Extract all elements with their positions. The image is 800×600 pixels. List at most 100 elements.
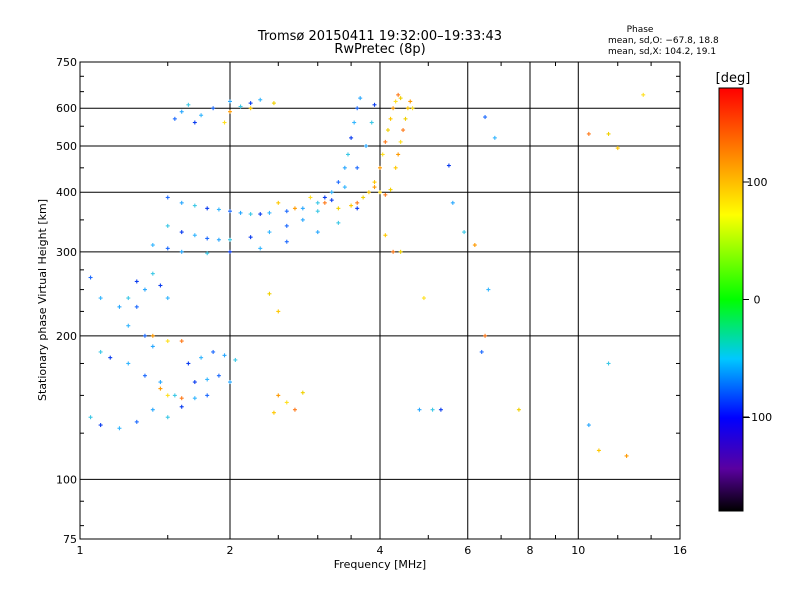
data-point-x	[179, 339, 184, 344]
plot-area	[79, 61, 681, 540]
data-point-o	[179, 200, 184, 205]
data-point-o	[88, 415, 93, 420]
data-point-x	[383, 139, 388, 144]
data-point-x	[165, 393, 170, 398]
data-point-o	[336, 180, 341, 185]
data-point-x	[385, 128, 390, 133]
data-point-o	[126, 323, 131, 328]
data-point-o	[233, 357, 238, 362]
y-tick-label: 200	[56, 330, 77, 343]
data-point-x	[276, 309, 281, 314]
y-axis-label: Stationary phase Virtual Height [km]	[36, 199, 49, 401]
x-axis-label: Frequency [MHz]	[334, 558, 426, 571]
data-point-x	[372, 180, 377, 185]
chart-title: Tromsø 20150411 19:32:00–19:33:43	[257, 29, 502, 44]
x-tick-label: 6	[464, 544, 471, 557]
data-point-x	[349, 203, 354, 208]
data-point-o	[238, 104, 243, 109]
data-point-o	[322, 195, 327, 200]
data-point-o	[352, 120, 357, 125]
data-point-x	[624, 453, 629, 458]
data-point-x	[248, 106, 253, 111]
data-point-o	[192, 380, 197, 385]
data-point-o	[315, 230, 320, 235]
data-point-o	[192, 203, 197, 208]
data-point-o	[284, 223, 289, 228]
data-point-x	[271, 410, 276, 415]
x-tick-label: 4	[377, 544, 384, 557]
data-point-x	[391, 106, 396, 111]
data-point-x	[398, 249, 403, 254]
data-point-o	[211, 349, 216, 354]
data-point-o	[179, 404, 184, 409]
data-point-o	[126, 296, 131, 301]
data-point-x	[403, 116, 408, 121]
data-point-o	[315, 209, 320, 214]
data-point-o	[284, 239, 289, 244]
data-point-o	[258, 246, 263, 251]
stats-heading: Phase	[627, 25, 654, 35]
data-point-o	[483, 115, 488, 120]
data-point-o	[284, 209, 289, 214]
y-tick-labels: 75 100 200 300 400 500 600 750	[56, 56, 77, 546]
data-point-x	[410, 106, 415, 111]
data-point-o	[486, 287, 491, 292]
data-point-x	[150, 333, 155, 338]
data-point-o	[267, 210, 272, 215]
y-tick-label: 300	[56, 246, 77, 259]
data-point-x	[158, 386, 163, 391]
data-point-o	[158, 380, 163, 385]
data-point-x	[380, 152, 385, 157]
data-point-x	[228, 109, 232, 114]
data-point-x	[292, 407, 297, 412]
data-point-o	[172, 393, 177, 398]
data-point-o	[165, 195, 170, 200]
data-point-o	[186, 361, 191, 366]
data-point-x	[472, 243, 477, 248]
data-point-o	[349, 135, 354, 140]
data-point-o	[369, 120, 374, 125]
colorbar-tick-label: −100	[742, 411, 772, 424]
data-point-x	[586, 131, 591, 136]
data-point-x	[276, 393, 281, 398]
data-point-o	[315, 200, 320, 205]
data-point-o	[364, 143, 369, 148]
y-tick-label: 400	[56, 186, 77, 199]
minor-ticks	[80, 62, 680, 539]
data-point-o	[179, 249, 184, 254]
data-point-o	[205, 377, 210, 382]
data-point-o	[228, 249, 232, 254]
data-point-o	[205, 206, 210, 211]
data-point-x	[300, 390, 305, 395]
data-point-o	[142, 373, 147, 378]
data-point-o	[430, 407, 435, 412]
data-point-o	[165, 223, 170, 228]
data-point-x	[383, 192, 388, 197]
colorbar-gradient	[718, 87, 744, 512]
data-point-o	[150, 407, 155, 412]
data-point-x	[396, 92, 401, 97]
data-point-o	[358, 96, 363, 101]
data-point-x	[393, 99, 398, 104]
data-point-x	[378, 165, 382, 170]
data-point-x	[606, 131, 611, 136]
colorbar-tick-label: 0	[754, 294, 761, 307]
data-point-o	[216, 207, 221, 212]
data-point-o	[586, 423, 591, 428]
data-point-x	[372, 185, 377, 190]
data-point-o	[238, 210, 243, 215]
data-point-o	[134, 304, 139, 309]
data-point-o	[417, 407, 422, 412]
y-tick-label: 750	[56, 56, 77, 69]
data-point-o	[228, 237, 232, 242]
data-point-o	[342, 185, 347, 190]
data-point-o	[216, 373, 221, 378]
data-point-o	[199, 355, 204, 360]
data-point-o	[248, 212, 253, 217]
data-point-o	[216, 237, 221, 242]
data-point-o	[438, 407, 443, 412]
data-point-x	[641, 92, 646, 97]
data-point-o	[355, 106, 360, 111]
data-point-o	[165, 296, 170, 301]
